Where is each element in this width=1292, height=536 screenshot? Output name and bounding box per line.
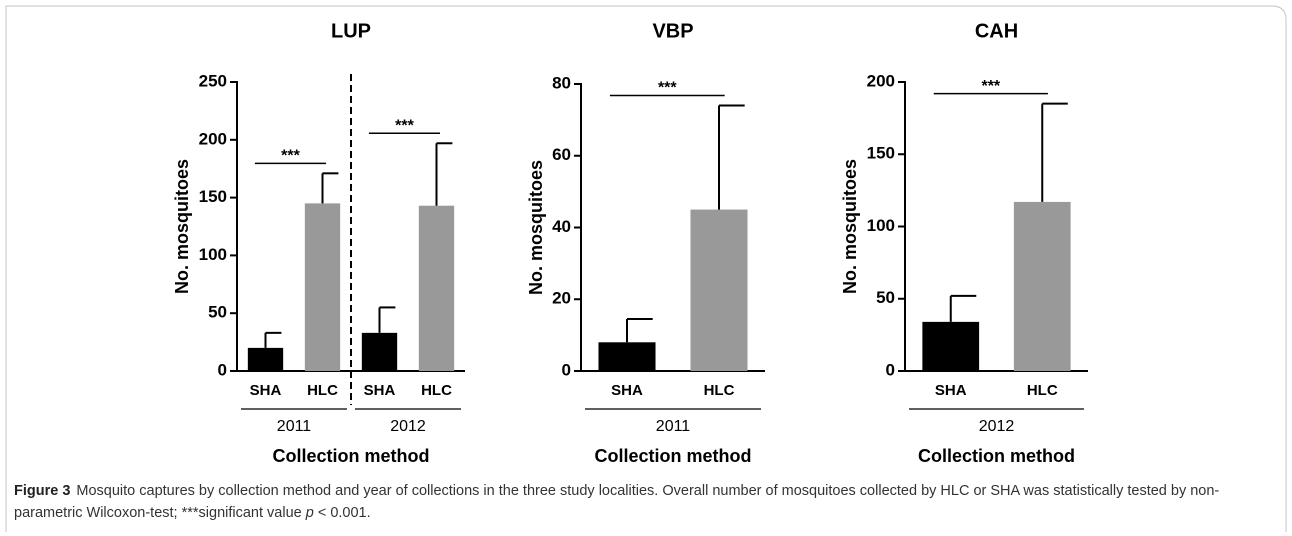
bar bbox=[690, 209, 748, 371]
group-label: 2012 bbox=[390, 418, 426, 435]
y-tick-label: 200 bbox=[199, 129, 227, 148]
y-tick-label: 100 bbox=[199, 245, 227, 264]
bar bbox=[304, 203, 341, 371]
group-label: 2011 bbox=[277, 418, 312, 435]
x-tick-label: SHA bbox=[364, 382, 396, 399]
chart-title: VBP bbox=[652, 20, 693, 42]
x-tick-label: SHA bbox=[935, 382, 967, 399]
x-axis-label: Collection method bbox=[595, 446, 752, 466]
chart-title: CAH bbox=[975, 20, 1018, 42]
y-tick-label: 200 bbox=[867, 71, 895, 90]
y-tick-label: 50 bbox=[208, 303, 227, 322]
y-tick-label: 50 bbox=[876, 288, 895, 307]
caption-end: < 0.001. bbox=[313, 505, 371, 521]
group-label: 2011 bbox=[656, 418, 691, 435]
y-tick-label: 40 bbox=[552, 217, 571, 236]
group-label: 2012 bbox=[979, 418, 1015, 435]
bar bbox=[247, 347, 284, 371]
x-tick-label: HLC bbox=[421, 382, 452, 399]
bar bbox=[598, 342, 656, 371]
x-tick-label: SHA bbox=[250, 382, 282, 399]
significance-label: *** bbox=[658, 80, 677, 97]
bar bbox=[922, 321, 980, 371]
y-axis-label: No. mosquitoes bbox=[172, 159, 192, 294]
caption: Figure 3 Mosquito captures by collection … bbox=[14, 480, 1276, 524]
caption-label: Figure 3 bbox=[14, 483, 71, 499]
y-tick-label: 20 bbox=[552, 289, 571, 308]
y-axis-label: No. mosquitoes bbox=[526, 160, 546, 295]
significance-label: *** bbox=[281, 148, 300, 165]
chart-title: LUP bbox=[331, 20, 371, 42]
y-tick-label: 80 bbox=[552, 73, 571, 92]
x-tick-label: HLC bbox=[307, 382, 338, 399]
bar bbox=[1013, 201, 1071, 371]
y-tick-label: 0 bbox=[218, 360, 227, 379]
x-tick-label: HLC bbox=[1027, 382, 1058, 399]
x-tick-label: HLC bbox=[704, 382, 735, 399]
caption-italic: p bbox=[305, 505, 314, 521]
y-tick-label: 250 bbox=[199, 71, 227, 90]
y-axis-label: No. mosquitoes bbox=[840, 159, 860, 294]
x-axis-label: Collection method bbox=[273, 446, 430, 466]
y-tick-label: 0 bbox=[886, 360, 895, 379]
frame bbox=[5, 5, 1287, 532]
y-tick-label: 150 bbox=[867, 144, 895, 163]
y-tick-label: 0 bbox=[562, 360, 571, 379]
y-tick-label: 60 bbox=[552, 145, 571, 164]
y-tick-label: 150 bbox=[199, 187, 227, 206]
significance-label: *** bbox=[981, 78, 1000, 95]
bar bbox=[418, 205, 455, 371]
bar bbox=[361, 332, 398, 371]
significance-label: *** bbox=[395, 117, 414, 134]
y-tick-label: 100 bbox=[867, 216, 895, 235]
x-axis-label: Collection method bbox=[918, 446, 1075, 466]
caption-text: Mosquito captures by collection method a… bbox=[14, 483, 1220, 521]
x-tick-label: SHA bbox=[611, 382, 643, 399]
